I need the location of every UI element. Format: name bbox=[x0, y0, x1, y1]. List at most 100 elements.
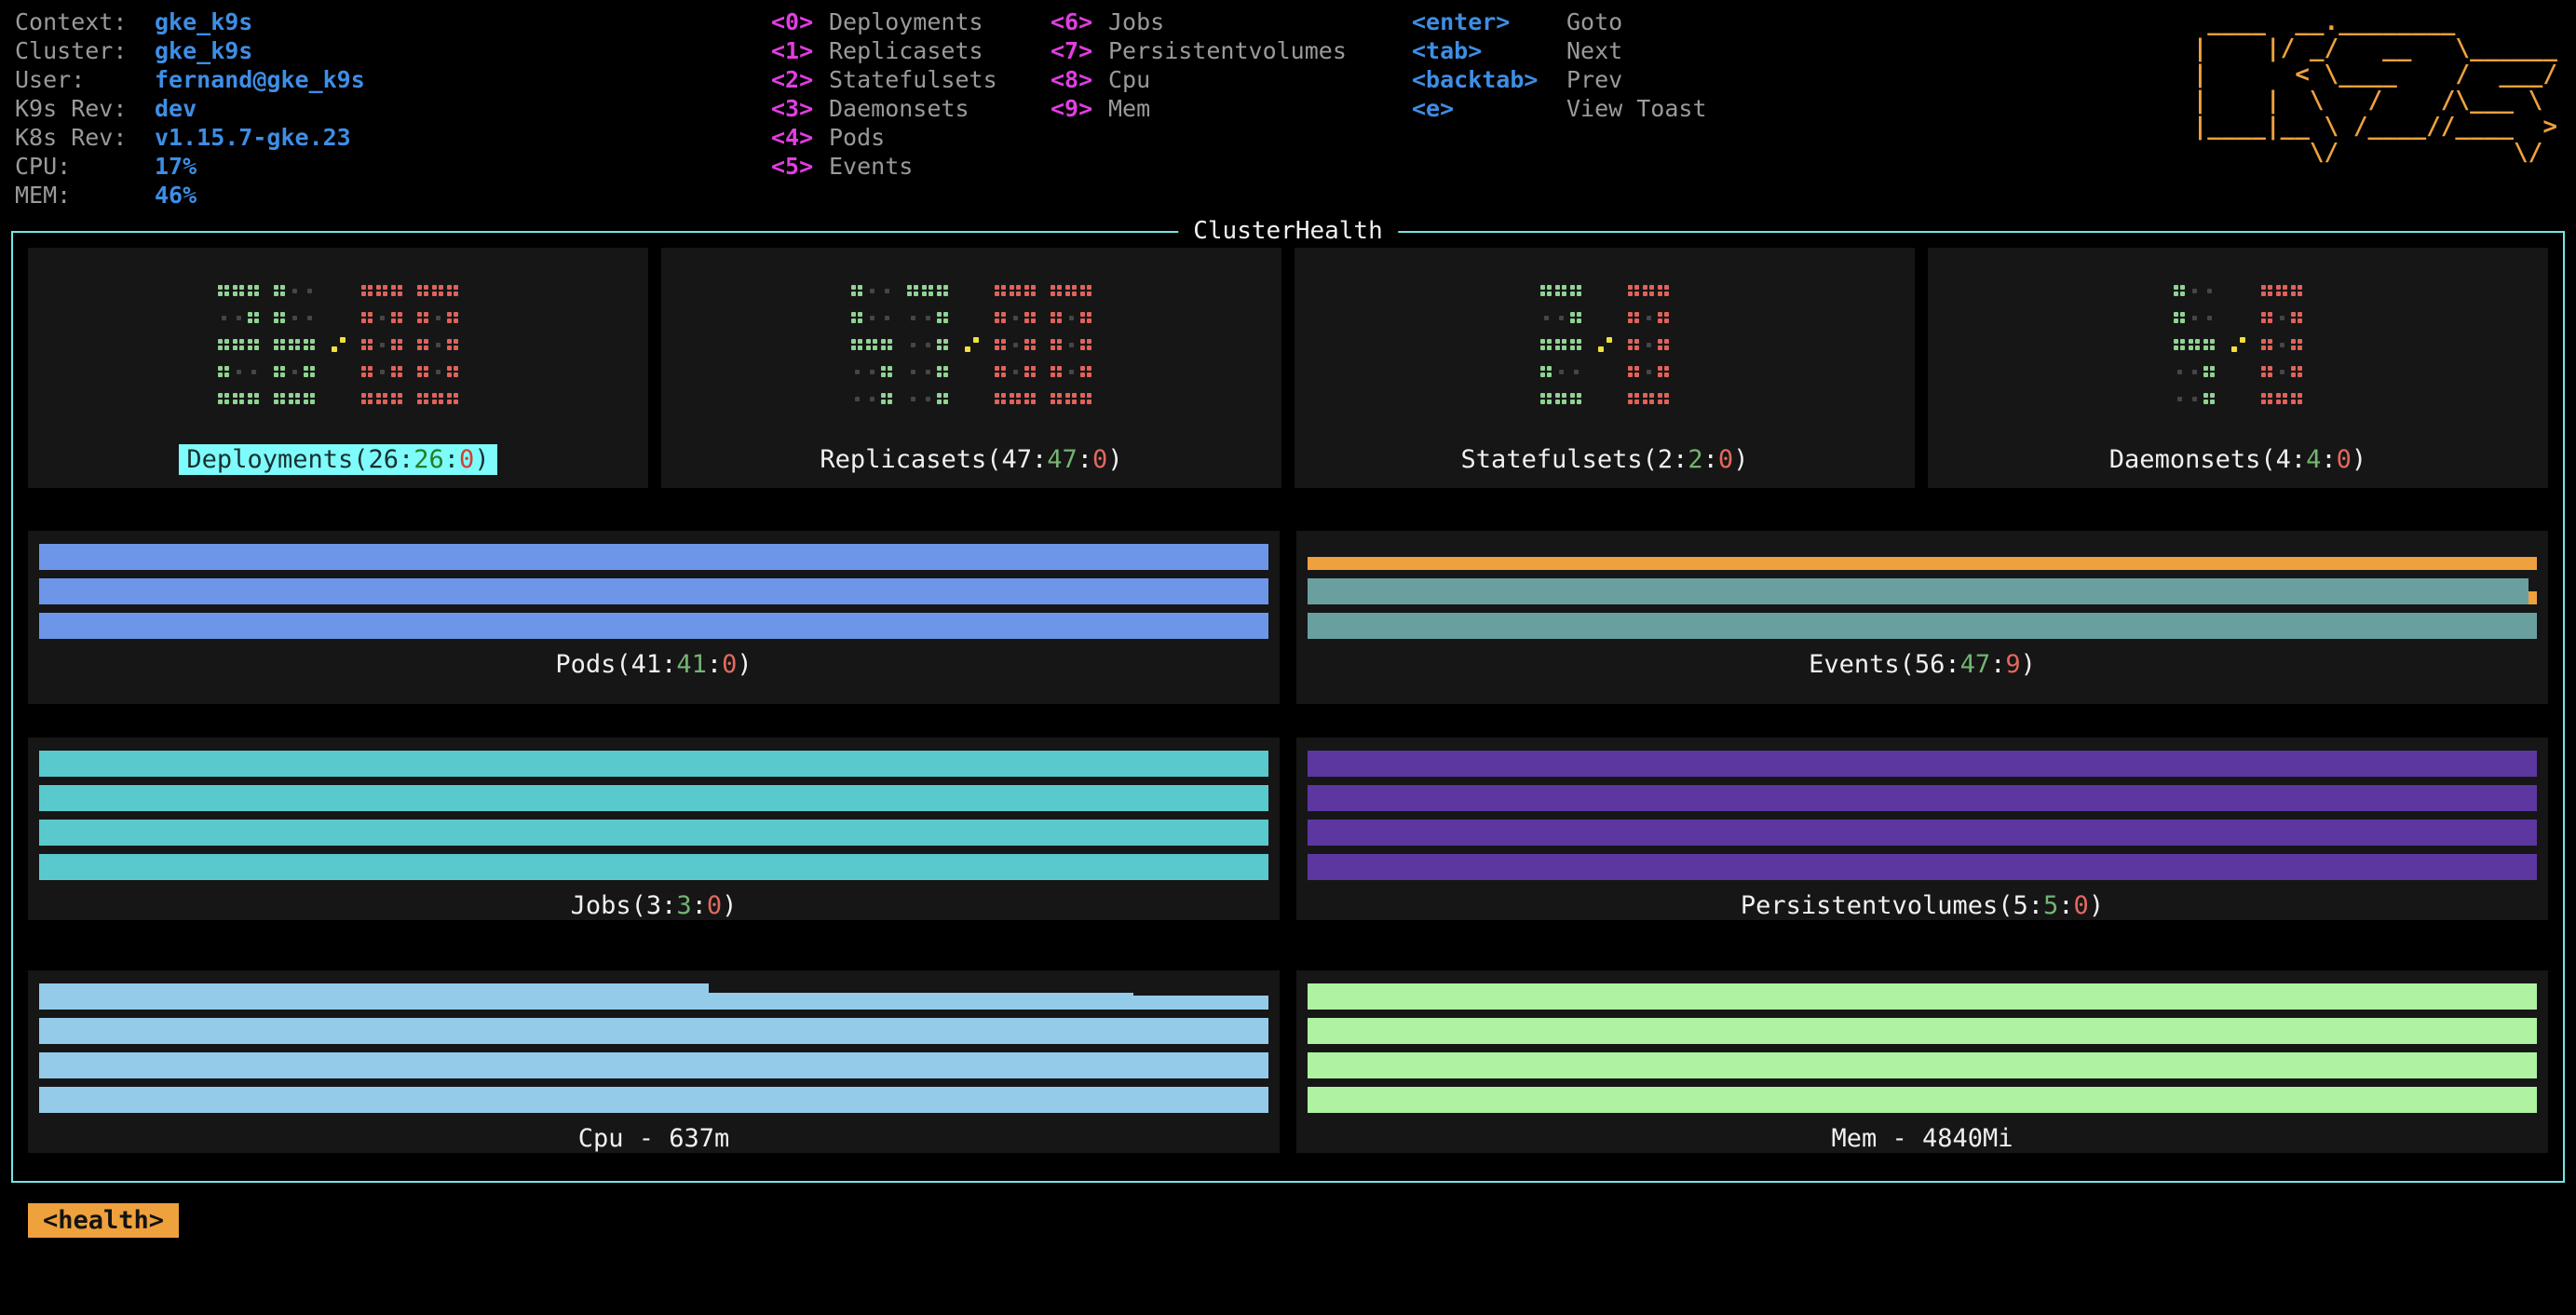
menu-key: <enter> bbox=[1412, 8, 1511, 35]
bar-row bbox=[1308, 1018, 2537, 1044]
menu-item-pods[interactable]: <4> Pods bbox=[771, 123, 1051, 152]
menu-item-jobs[interactable]: <6> Jobs bbox=[1051, 7, 1412, 36]
dot-cell-off bbox=[1646, 370, 1651, 374]
panel-events[interactable]: Events(56:47:9) bbox=[1296, 531, 2548, 704]
pulse-row-2: Pods(41:41:0) Events(56:47:9) bbox=[28, 531, 2548, 704]
dot-cell-off bbox=[869, 397, 874, 401]
menu-item-daemonsets[interactable]: <3> Daemonsets bbox=[771, 94, 1051, 123]
colon-separator bbox=[1594, 285, 1615, 404]
bar-segment bbox=[39, 751, 1268, 777]
dot-cell-on bbox=[417, 366, 428, 377]
dot-cell-off bbox=[2279, 370, 2285, 374]
menu-key: <8> bbox=[1051, 66, 1093, 93]
bar-row bbox=[39, 544, 1268, 570]
panel-mem[interactable]: Mem - 4840Mi bbox=[1296, 970, 2548, 1153]
bar-row bbox=[1308, 578, 2537, 604]
dot-cell-on bbox=[995, 285, 1006, 296]
dot-cell-on bbox=[391, 339, 402, 350]
pulse-row-3: Jobs(3:3:0) Persistentvolumes(5:5:0) bbox=[28, 738, 2548, 920]
info-row: K9s Rev: dev bbox=[15, 94, 365, 123]
info-row: User: fernand@gke_k9s bbox=[15, 65, 365, 94]
dot-cell-off bbox=[2279, 316, 2285, 320]
menu-key: <tab> bbox=[1412, 37, 1483, 64]
panel-label: Mem - 4840Mi bbox=[1831, 1124, 2013, 1153]
dot-cell-on bbox=[2261, 312, 2272, 323]
tile-daemonsets[interactable]: Daemonsets(4:4:0) bbox=[1928, 248, 2548, 488]
dot-cell-on bbox=[1628, 393, 1639, 404]
tile-label: Statefulsets(2:2:0) bbox=[1460, 445, 1749, 474]
dot-cell-on bbox=[432, 393, 443, 404]
info-value: gke_k9s bbox=[155, 8, 253, 35]
dot-cell-off bbox=[2191, 397, 2197, 401]
menu-item-cpu[interactable]: <8> Cpu bbox=[1051, 65, 1412, 94]
dot-cell-off bbox=[2176, 397, 2182, 401]
dot-cell-on bbox=[1080, 393, 1091, 404]
panel-jobs[interactable]: Jobs(3:3:0) bbox=[28, 738, 1280, 920]
colon-separator bbox=[328, 285, 348, 404]
dot-cell-on bbox=[391, 393, 402, 404]
menu-label: Statefulsets bbox=[829, 66, 997, 93]
dot-cell-off bbox=[925, 397, 930, 401]
dot-cell-on bbox=[1570, 393, 1581, 404]
tile-replicasets[interactable]: Replicasets(47:47:0) bbox=[661, 248, 1281, 488]
menu-item-next[interactable]: <tab> Next bbox=[1412, 36, 1707, 65]
bar-segment bbox=[39, 1052, 1268, 1078]
dot-cell-off bbox=[1012, 370, 1018, 374]
dot-cell-on bbox=[2291, 393, 2302, 404]
dot-cell-on bbox=[937, 366, 948, 377]
info-label: Context: bbox=[15, 8, 142, 35]
menu-item-view-toast[interactable]: <e> View Toast bbox=[1412, 94, 1707, 123]
menu-item-mem[interactable]: <9> Mem bbox=[1051, 94, 1412, 123]
dot-cell-on bbox=[1555, 393, 1566, 404]
dot-digit bbox=[1628, 285, 1669, 404]
dot-cell-on bbox=[995, 393, 1006, 404]
menu-label: Deployments bbox=[829, 8, 983, 35]
menu-item-statefulsets[interactable]: <2> Statefulsets bbox=[771, 65, 1051, 94]
dot-digit bbox=[361, 285, 402, 404]
dot-cell-on bbox=[447, 285, 458, 296]
dot-cell-on bbox=[447, 339, 458, 350]
menu-item-deployments[interactable]: <0> Deployments bbox=[771, 7, 1051, 36]
dot-cell-on bbox=[995, 366, 1006, 377]
panel-pods[interactable]: Pods(41:41:0) bbox=[28, 531, 1280, 704]
panel-cpu[interactable]: Cpu - 637m bbox=[28, 970, 1280, 1153]
jobs-bars bbox=[28, 738, 1280, 880]
info-value: 17% bbox=[155, 153, 197, 180]
dot-cell-off bbox=[1646, 343, 1651, 347]
dot-cell-off bbox=[251, 370, 256, 374]
bar-segment bbox=[1308, 1052, 2537, 1078]
cpu-bars bbox=[28, 970, 1280, 1113]
dot-cell-on bbox=[361, 285, 373, 296]
bar-segment bbox=[39, 854, 1268, 880]
dot-digit bbox=[2261, 285, 2302, 404]
dot-digit bbox=[995, 285, 1036, 404]
dot-cell-on bbox=[995, 312, 1006, 323]
bar-row bbox=[1308, 820, 2537, 846]
bar-row bbox=[39, 854, 1268, 880]
dot-cell-on bbox=[233, 393, 244, 404]
dot-cell-on bbox=[1051, 366, 1062, 377]
tile-digits bbox=[28, 285, 648, 404]
panel-persistentvolumes[interactable]: Persistentvolumes(5:5:0) bbox=[1296, 738, 2548, 920]
pulse-row-4: Cpu - 637m Mem - 4840Mi bbox=[28, 970, 2548, 1153]
bar-segment bbox=[39, 1087, 1268, 1113]
tile-statefulsets[interactable]: Statefulsets(2:2:0) bbox=[1295, 248, 1915, 488]
bar-segment bbox=[1308, 983, 2537, 1010]
menu-item-replicasets[interactable]: <1> Replicasets bbox=[771, 36, 1051, 65]
dot-cell-on bbox=[2189, 339, 2200, 350]
menu-item-prev[interactable]: <backtab> Prev bbox=[1412, 65, 1707, 94]
tile-digits bbox=[1928, 285, 2548, 404]
dot-digit bbox=[907, 285, 948, 404]
dot-cell-on bbox=[361, 312, 373, 323]
ok-count-digits bbox=[2174, 285, 2215, 404]
dot-cell-off bbox=[1543, 316, 1549, 320]
menu-item-persistentvolumes[interactable]: <7> Persistentvolumes bbox=[1051, 36, 1412, 65]
dot-cell-on bbox=[1080, 285, 1091, 296]
menu-item-goto[interactable]: <enter> Goto bbox=[1412, 7, 1707, 36]
dot-cell-off bbox=[435, 370, 441, 374]
tile-deployments[interactable]: Deployments(26:26:0) bbox=[28, 248, 648, 488]
dot-cell-on bbox=[1010, 285, 1021, 296]
dot-cell-on bbox=[432, 285, 443, 296]
menu-item-events[interactable]: <5> Events bbox=[771, 152, 1051, 181]
health-badge[interactable]: <health> bbox=[28, 1203, 180, 1238]
